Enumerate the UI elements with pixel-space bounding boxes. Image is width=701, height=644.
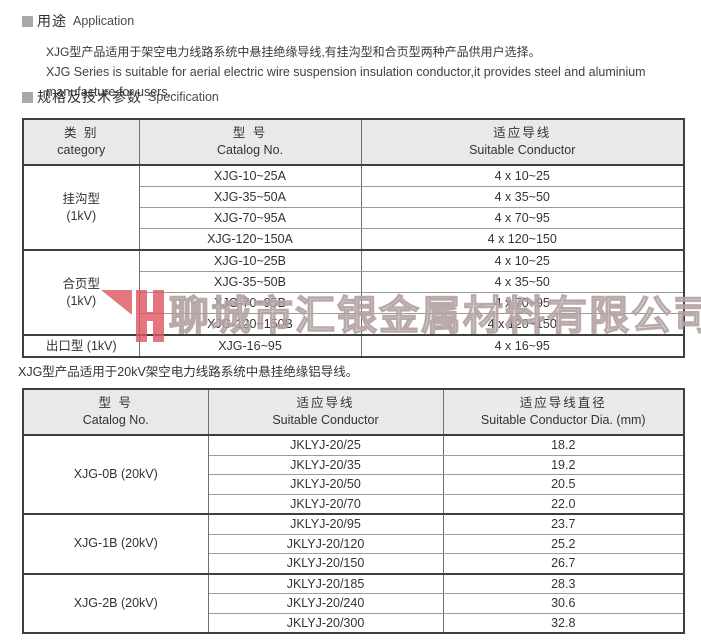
table-row: 合页型 (1kV) XJG-10~25B 4 x 10~25 [22, 249, 685, 336]
table-cell: 4 x 70~95 [360, 292, 685, 314]
table-cell: XJG-70~95B [138, 292, 362, 314]
table-cell: XJG-35~50B [138, 271, 362, 293]
category-cell: XJG-0B (20kV) [22, 434, 209, 515]
category-cell: 挂沟型 (1kV) [22, 164, 140, 251]
column-header: 类 别 category [22, 119, 140, 166]
table-cell: 22.0 [442, 493, 685, 515]
table-cell: XJG-120~150B [138, 313, 362, 336]
table-cell: 4 x 16~95 [360, 334, 685, 358]
table-cell: JKLYJ-20/25 [207, 434, 444, 456]
table-cell: 4 x 70~95 [360, 207, 685, 229]
table-cell: JKLYJ-20/240 [207, 593, 444, 614]
table-row: XJG-70~95A 4 x 70~95 [23, 207, 685, 229]
table-cell: 30.6 [442, 593, 685, 614]
table-cell: XJG-10~25A [138, 164, 362, 187]
table-row: JKLYJ-20/150 26.7 [23, 553, 685, 575]
column-header: 型 号 Catalog No. [138, 119, 362, 166]
table-cell: JKLYJ-20/95 [207, 513, 444, 535]
table-row: XJG-35~50B 4 x 35~50 [23, 271, 685, 293]
note-20kv: XJG型产品适用于20kV架空电力线路系统中悬挂绝缘铝导线。 [18, 365, 359, 379]
table-cell: JKLYJ-20/70 [207, 493, 444, 515]
table-row: XJG-120~150A 4 x 120~150 [23, 228, 685, 251]
table-row: JKLYJ-20/35 19.2 [23, 454, 685, 475]
table-cell: XJG-120~150A [138, 228, 362, 251]
table-cell: 4 x 10~25 [360, 164, 685, 187]
table-row: 出口型 (1kV) XJG-16~95 4 x 16~95 [22, 334, 685, 358]
header-row: 类 别 category 型 号 Catalog No. 适应导线 Suitable Co… [22, 119, 685, 166]
application-heading-zh: 用途 [37, 13, 67, 29]
application-body: XJG型产品适用于架空电力线路系统中悬挂绝缘导线,有挂沟型和合页型两种产品供用户… [46, 42, 686, 102]
section-bullet-icon [22, 91, 33, 103]
application-heading-en: Application [73, 14, 135, 28]
column-header: 适应导线 Suitable Conductor [360, 119, 685, 166]
table-cell: 4 x 10~25 [360, 249, 685, 272]
specification-heading-zh: 规格及技术参数 [37, 89, 142, 105]
table-cell: 23.7 [442, 513, 685, 535]
table-cell: 20.5 [442, 474, 685, 495]
application-section-heading: 用途 Application [22, 11, 134, 31]
table-cell: JKLYJ-20/120 [207, 533, 444, 554]
table-cell: 4 x 35~50 [360, 186, 685, 208]
table-cell: JKLYJ-20/50 [207, 474, 444, 495]
specification-heading-en: Specification [148, 90, 219, 104]
category-cell: XJG-1B (20kV) [22, 513, 209, 575]
category-cell: 出口型 (1kV) [22, 334, 140, 358]
column-header: 型 号 Catalog No. [22, 389, 209, 436]
table-cell: 32.8 [442, 612, 685, 634]
table-row: 挂沟型 (1kV) XJG-10~25A 4 x 10~25 [22, 164, 685, 251]
table-cell: XJG-10~25B [138, 249, 362, 272]
table-cell: 25.2 [442, 533, 685, 554]
table-row: XJG-35~50A 4 x 35~50 [23, 186, 685, 208]
table-cell: XJG-70~95A [138, 207, 362, 229]
table-row: XJG-2B (20kV) JKLYJ-20/185 28.3 [22, 573, 685, 634]
table-row: JKLYJ-20/120 25.2 [23, 533, 685, 554]
table-row: JKLYJ-20/300 32.8 [23, 612, 685, 634]
specification-section-heading: 规格及技术参数 Specification [22, 87, 219, 107]
table-cell: 19.2 [442, 454, 685, 475]
table-cell: XJG-35~50A [138, 186, 362, 208]
table-cell: 4 x 120~150 [360, 313, 685, 336]
table-cell: JKLYJ-20/150 [207, 553, 444, 575]
category-cell: 合页型 (1kV) [22, 249, 140, 336]
category-cell: XJG-2B (20kV) [22, 573, 209, 634]
table-row: XJG-70~95B 4 x 70~95 [23, 292, 685, 314]
column-header: 适应导线 Suitable Conductor [207, 389, 444, 436]
table-cell: 4 x 35~50 [360, 271, 685, 293]
table-cell: 26.7 [442, 553, 685, 575]
spec-table-20kv: 型 号 Catalog No. 适应导线 Suitable Conductor 适应导线… [22, 388, 685, 634]
table-row: JKLYJ-20/50 20.5 [23, 474, 685, 495]
table-cell: 18.2 [442, 434, 685, 456]
table-cell: JKLYJ-20/185 [207, 573, 444, 594]
table-cell: 28.3 [442, 573, 685, 594]
table-cell: 4 x 120~150 [360, 228, 685, 251]
table-row: XJG-120~150B 4 x 120~150 [23, 313, 685, 336]
table-row: XJG-0B (20kV) JKLYJ-20/25 18.2 [22, 434, 685, 515]
application-body-zh: XJG型产品适用于架空电力线路系统中悬挂绝缘导线,有挂沟型和合页型两种产品供用户… [46, 45, 541, 59]
section-bullet-icon [22, 15, 33, 27]
header-row: 型 号 Catalog No. 适应导线 Suitable Conductor 适应导线… [22, 389, 685, 436]
table-row: XJG-1B (20kV) JKLYJ-20/95 23.7 [22, 513, 685, 575]
table-row: JKLYJ-20/70 22.0 [23, 493, 685, 515]
spec-table-1kv: 类 别 category 型 号 Catalog No. 适应导线 Suitable Co… [22, 118, 685, 358]
table-cell: XJG-16~95 [138, 334, 362, 358]
table-cell: JKLYJ-20/35 [207, 454, 444, 475]
application-body-en: XJG Series is suitable for aerial electr… [46, 65, 646, 99]
table-cell: JKLYJ-20/300 [207, 612, 444, 634]
column-header: 适应导线直径 Suitable Conductor Dia. (mm) [442, 389, 685, 436]
